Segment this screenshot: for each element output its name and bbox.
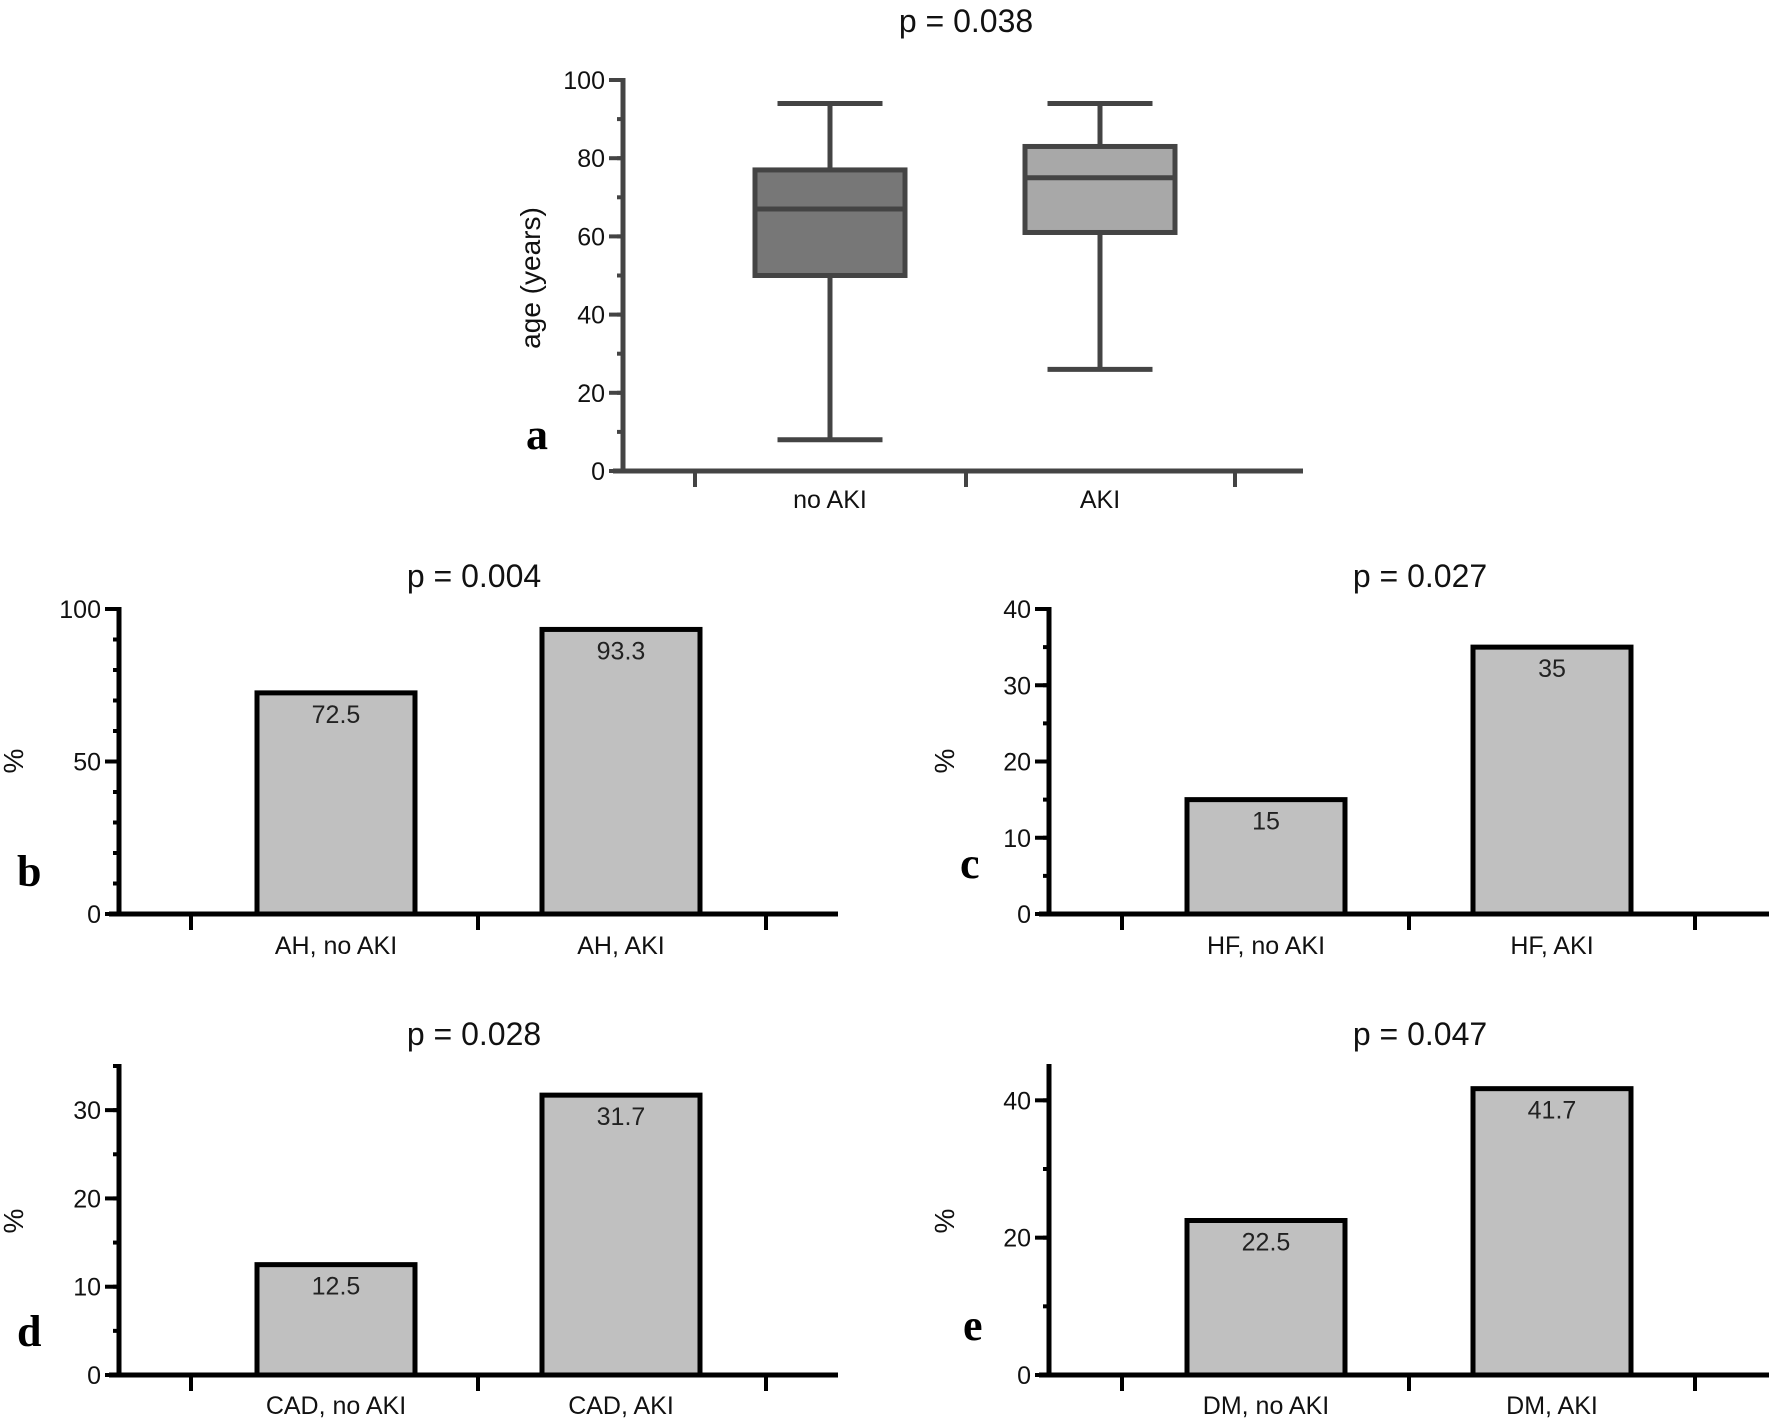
panel-b: p = 0.004 b% 0 50 100 AH, no AKI AH, AKI 72.5 93… <box>0 558 838 960</box>
iqr-box <box>752 167 908 278</box>
x-category-label: AKI <box>1080 486 1120 514</box>
y-axis-label: % <box>929 749 960 774</box>
y-axis-label: % <box>0 749 29 774</box>
bar-value-label: 35 <box>1538 655 1566 683</box>
panel-letter: c <box>960 839 980 888</box>
y-tick-label: 0 <box>87 1362 101 1390</box>
bar <box>1184 1218 1348 1378</box>
bar <box>1470 1086 1634 1378</box>
panel-e: p = 0.047 e% 0 20 40 DM, no AKI DM, AKI 22.5 41.… <box>929 1016 1769 1420</box>
y-axis-label: % <box>929 1209 960 1234</box>
x-category-label: no AKI <box>793 486 867 514</box>
box-0 <box>752 100 908 443</box>
y-tick-label: 20 <box>577 380 605 408</box>
bar <box>254 690 418 917</box>
y-tick-label: 20 <box>1003 749 1031 777</box>
y-tick-label: 0 <box>1017 1362 1031 1390</box>
bar <box>1184 797 1348 917</box>
chart-title: p = 0.027 <box>1353 558 1487 594</box>
panel-letter: b <box>17 847 41 896</box>
bar <box>1470 644 1634 917</box>
x-category-label: AH, AKI <box>577 932 665 960</box>
y-tick-label: 10 <box>1003 825 1031 853</box>
y-tick-label: 40 <box>1003 596 1031 624</box>
y-tick-label: 20 <box>73 1185 101 1213</box>
bar <box>254 1262 418 1378</box>
y-axis-label: age (years) <box>515 207 546 349</box>
bar <box>539 626 703 917</box>
y-tick-label: 20 <box>1003 1225 1031 1253</box>
box-1 <box>1022 100 1178 372</box>
y-tick-label: 40 <box>1003 1087 1031 1115</box>
x-category-label: CAD, no AKI <box>266 1392 406 1420</box>
x-category-label: DM, AKI <box>1506 1392 1598 1420</box>
panel-letter: d <box>17 1307 41 1356</box>
y-tick-label: 0 <box>87 901 101 929</box>
bar-value-label: 12.5 <box>312 1273 361 1301</box>
panel-letter: a <box>526 410 548 459</box>
chart-title: p = 0.047 <box>1353 1016 1487 1052</box>
y-tick-label: 100 <box>563 67 605 95</box>
y-tick-label: 100 <box>59 596 101 624</box>
bar-value-label: 72.5 <box>312 701 361 729</box>
bar-value-label: 15 <box>1252 808 1280 836</box>
y-tick-label: 60 <box>577 223 605 251</box>
y-tick-label: 30 <box>73 1097 101 1125</box>
chart-title: p = 0.028 <box>407 1016 541 1052</box>
bar-value-label: 22.5 <box>1242 1229 1291 1257</box>
panel-c: p = 0.027 c% 0 10 20 30 40 HF, no AKI HF, AKI 15 3… <box>929 558 1769 960</box>
panel-letter: e <box>963 1301 983 1350</box>
y-tick-label: 0 <box>1017 901 1031 929</box>
x-category-label: HF, no AKI <box>1207 932 1325 960</box>
y-tick-label: 30 <box>1003 672 1031 700</box>
x-category-label: DM, no AKI <box>1203 1392 1329 1420</box>
iqr-box <box>1022 143 1178 235</box>
bar-value-label: 31.7 <box>597 1103 646 1131</box>
y-axis-label: % <box>0 1209 29 1234</box>
y-tick-label: 0 <box>591 458 605 486</box>
bar-value-label: 93.3 <box>597 637 646 665</box>
x-category-label: CAD, AKI <box>568 1392 674 1420</box>
x-category-label: HF, AKI <box>1510 932 1593 960</box>
chart-title: p = 0.038 <box>899 3 1033 39</box>
y-tick-label: 50 <box>73 749 101 777</box>
y-tick-label: 40 <box>577 302 605 330</box>
bar-value-label: 41.7 <box>1528 1097 1577 1125</box>
x-category-label: AH, no AKI <box>275 932 397 960</box>
panel-a: p = 0.038 a age (years) 0 20 40 60 80 100 no AKI A… <box>515 3 1303 514</box>
bar <box>539 1092 703 1378</box>
panel-d: p = 0.028 d% 0 10 20 30 CAD, no AKI CAD, AKI 12.… <box>0 1016 838 1420</box>
chart-title: p = 0.004 <box>407 558 541 594</box>
y-tick-label: 80 <box>577 145 605 173</box>
y-tick-label: 10 <box>73 1274 101 1302</box>
